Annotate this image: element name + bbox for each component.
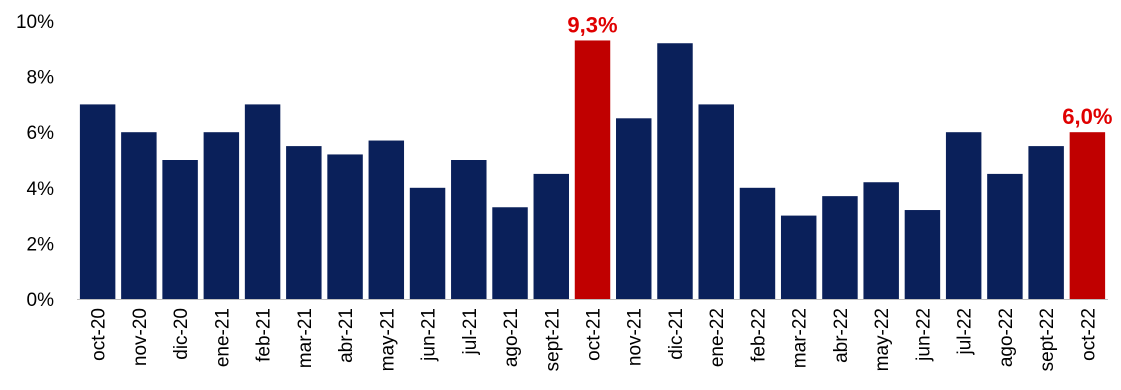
bar — [368, 140, 405, 299]
x-tick-label: dic-21 — [666, 308, 687, 360]
y-axis: 0% 2% 4% 6% 8% 10% — [16, 12, 54, 311]
bar — [244, 104, 281, 300]
bar — [987, 173, 1023, 299]
bar — [904, 210, 941, 299]
bar-highlight — [574, 40, 611, 300]
bar-highlight — [1069, 132, 1106, 299]
bar — [79, 104, 116, 300]
x-tick-label: may-21 — [377, 308, 398, 371]
y-tick-label: 6% — [27, 123, 55, 144]
data-label: 6,0% — [1062, 104, 1112, 129]
bar — [121, 132, 157, 299]
bar — [162, 160, 198, 299]
x-tick-label: mar-21 — [295, 308, 316, 368]
x-tick-label: oct-22 — [1078, 308, 1099, 361]
x-tick-label: feb-21 — [254, 308, 275, 362]
x-tick-label: may-22 — [872, 308, 893, 371]
x-tick-label: ene-21 — [212, 308, 233, 367]
data-labels: 9,3% 6,0% — [567, 12, 1112, 129]
bar — [451, 160, 487, 299]
x-tick-label: feb-22 — [748, 308, 769, 362]
bar — [780, 215, 817, 299]
x-tick-label: abr-22 — [831, 308, 852, 363]
x-tick-label: jul-22 — [955, 308, 976, 355]
y-tick-label: 8% — [27, 68, 55, 89]
x-tick-label: sept-21 — [542, 308, 563, 371]
x-tick-label: oct-21 — [584, 308, 605, 361]
bar — [1028, 146, 1064, 299]
bar — [203, 132, 240, 299]
x-tick-label: oct-20 — [89, 308, 110, 361]
bar — [616, 118, 652, 299]
x-tick-label: jul-21 — [460, 308, 481, 355]
bar — [863, 182, 899, 299]
x-axis: oct-20 nov-20 dic-20 ene-21 feb-21 mar-21 abr-… — [77, 299, 1108, 371]
bars — [79, 40, 1106, 300]
data-label: 9,3% — [567, 12, 617, 37]
bar — [657, 43, 693, 299]
x-tick-label: nov-20 — [130, 308, 151, 366]
bar — [945, 132, 982, 299]
bar — [492, 207, 528, 299]
x-tick-label: ago-22 — [996, 308, 1017, 367]
bar — [698, 104, 734, 300]
x-tick-label: sept-22 — [1037, 308, 1058, 371]
bar — [822, 196, 858, 299]
x-tick-label: ene-22 — [707, 308, 728, 367]
bar — [409, 187, 446, 299]
bar — [739, 187, 776, 299]
y-tick-label: 4% — [27, 179, 55, 200]
x-tick-label: jun-21 — [419, 308, 440, 362]
bar — [533, 173, 569, 299]
x-tick-label: mar-22 — [790, 308, 811, 368]
y-tick-label: 0% — [27, 290, 55, 311]
x-tick-label: nov-21 — [625, 308, 646, 366]
bar — [327, 154, 363, 299]
y-tick-label: 10% — [16, 12, 54, 33]
x-tick-label: abr-21 — [336, 308, 357, 363]
y-tick-label: 2% — [27, 234, 55, 255]
bar — [286, 146, 322, 299]
x-tick-label: dic-20 — [171, 308, 192, 360]
x-tick-label: ago-21 — [501, 308, 522, 367]
x-tick-label: jun-22 — [913, 308, 934, 362]
